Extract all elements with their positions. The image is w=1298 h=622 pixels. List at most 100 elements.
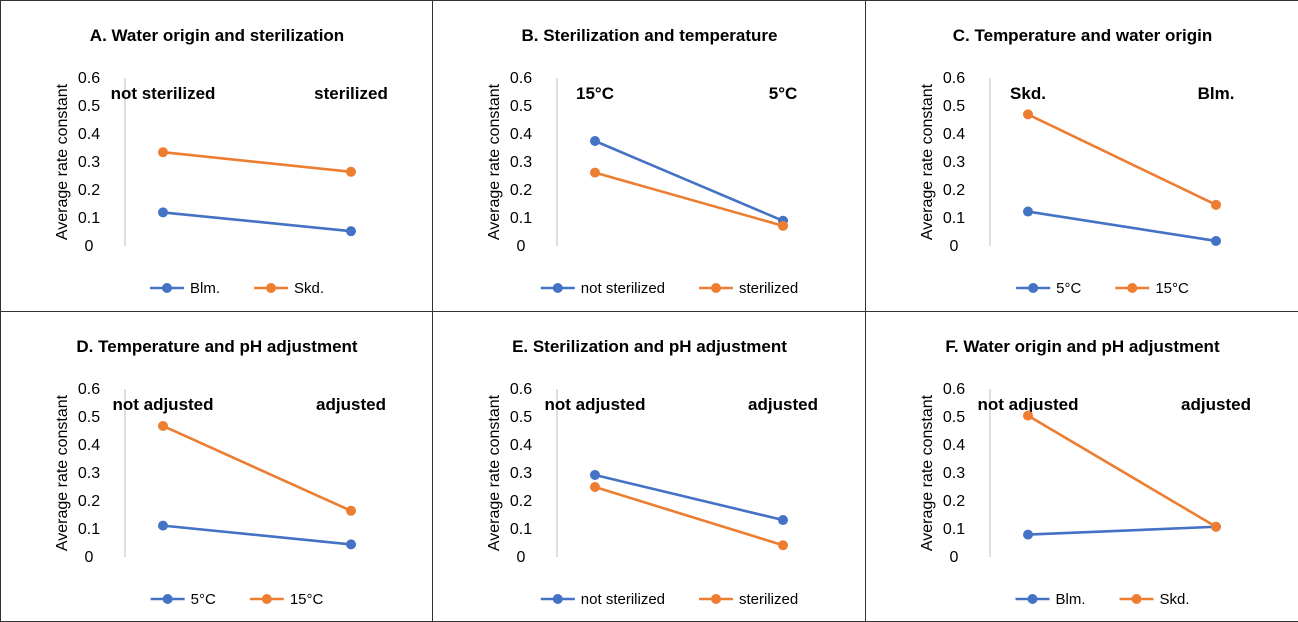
series-line	[594, 473, 784, 522]
y-tick-label: 0.2	[943, 182, 965, 199]
y-tick-label: 0.2	[78, 493, 100, 510]
data-point	[1023, 206, 1033, 217]
y-tick-label: 0.5	[943, 98, 965, 115]
y-axis-label: Average rate constant	[54, 83, 71, 240]
legend-label: Blm.	[1055, 591, 1085, 608]
y-tick-label: 0.4	[510, 126, 532, 143]
y-tick-label: 0.6	[78, 70, 100, 87]
y-axis-label: Average rate constant	[919, 394, 936, 551]
y-tick-label: 0.5	[78, 98, 100, 115]
data-point	[590, 469, 600, 480]
legend-label: Skd.	[1159, 591, 1189, 608]
category-label: adjusted	[1181, 395, 1251, 414]
category-label: not sterilized	[111, 84, 216, 103]
data-point	[158, 207, 168, 218]
legend: not sterilized sterilized	[540, 591, 798, 608]
data-point	[1023, 410, 1033, 421]
category-label: adjusted	[748, 395, 818, 414]
y-tick-label: 0	[950, 238, 959, 255]
series-line	[1027, 113, 1217, 207]
legend-swatch-marker	[552, 594, 563, 604]
y-tick-label: 0.1	[510, 521, 532, 538]
legend: 5°C 15°C	[150, 591, 324, 608]
chart-title: D. Temperature and pH adjustment	[76, 337, 358, 356]
data-point	[1023, 529, 1033, 540]
y-tick-label: 0.5	[510, 98, 532, 115]
y-tick-label: 0.4	[510, 437, 532, 454]
y-tick-label: 0.3	[943, 154, 965, 171]
y-tick-label: 0.3	[78, 154, 100, 171]
legend-label: Blm.	[190, 280, 220, 297]
data-point	[158, 520, 168, 531]
y-tick-label: 0.6	[510, 70, 532, 87]
legend-label: sterilized	[739, 591, 798, 608]
legend-swatch-marker	[711, 594, 722, 604]
legend: 5°C 15°C	[1016, 280, 1189, 297]
y-tick-label: 0	[517, 238, 526, 255]
legend: Blm. Skd.	[1015, 591, 1190, 608]
y-tick-label: 0.4	[78, 437, 100, 454]
y-tick-label: 0.5	[943, 409, 965, 426]
category-label: 5°C	[769, 84, 798, 103]
y-tick-label: 0.3	[510, 154, 532, 171]
series-line	[1027, 414, 1217, 528]
series-line	[594, 171, 784, 228]
y-tick-label: 0.1	[943, 210, 965, 227]
legend-swatch-marker	[162, 594, 173, 604]
chart-title: F. Water origin and pH adjustment	[945, 337, 1220, 356]
panel-a: A. Water origin and sterilization Average…	[0, 0, 433, 312]
panel-d: D. Temperature and pH adjustment Average …	[0, 311, 433, 622]
series-line	[162, 524, 352, 546]
y-tick-label: 0.1	[510, 210, 532, 227]
series-line	[162, 424, 352, 512]
y-axis-label: Average rate constant	[486, 83, 503, 240]
panel-f: F. Water origin and pH adjustment Average…	[865, 311, 1298, 622]
y-tick-label: 0.6	[943, 70, 965, 87]
legend-swatch-marker	[1127, 283, 1138, 293]
y-tick-label: 0.2	[510, 182, 532, 199]
y-tick-label: 0.2	[78, 182, 100, 199]
y-tick-label: 0.4	[943, 437, 965, 454]
y-tick-label: 0.5	[78, 409, 100, 426]
y-tick-label: 0.1	[943, 521, 965, 538]
legend-swatch-marker	[265, 283, 276, 293]
chart-svg: E. Sterilization and pH adjustment Averag…	[486, 337, 818, 608]
data-point	[590, 167, 600, 178]
data-point	[1211, 199, 1221, 210]
legend-label: 5°C	[1056, 280, 1081, 297]
chart-svg: C. Temperature and water origin Average r…	[919, 26, 1235, 297]
panel-b: B. Sterilization and temperature Average …	[432, 0, 866, 312]
category-label: not adjusted	[112, 395, 213, 414]
y-tick-label: 0.3	[943, 465, 965, 482]
y-tick-label: 0	[517, 549, 526, 566]
legend-swatch-marker	[1131, 594, 1142, 604]
series-line	[1027, 525, 1217, 536]
data-point	[590, 482, 600, 492]
y-axis-label: Average rate constant	[486, 394, 503, 551]
legend-label: not sterilized	[581, 591, 665, 608]
y-axis-label: Average rate constant	[919, 83, 936, 240]
data-point	[346, 505, 356, 516]
y-tick-label: 0.4	[78, 126, 100, 143]
legend-label: not sterilized	[581, 280, 665, 297]
data-point	[1023, 109, 1033, 120]
panel-e: E. Sterilization and pH adjustment Averag…	[432, 311, 866, 622]
y-tick-label: 0.6	[943, 381, 965, 398]
category-label: sterilized	[314, 84, 388, 103]
legend-label: 15°C	[290, 591, 324, 608]
y-tick-label: 0.3	[78, 465, 100, 482]
y-tick-label: 0.5	[510, 409, 532, 426]
legend-swatch-marker	[261, 594, 272, 604]
series-line	[594, 485, 784, 547]
y-tick-label: 0.6	[510, 381, 532, 398]
panel-c: C. Temperature and water origin Average r…	[865, 0, 1298, 312]
y-tick-label: 0.1	[78, 521, 100, 538]
legend: Blm. Skd.	[149, 280, 324, 297]
category-label: not adjusted	[544, 395, 645, 414]
y-tick-label: 0.3	[510, 465, 532, 482]
chart-title: B. Sterilization and temperature	[522, 26, 778, 45]
y-tick-label: 0	[85, 238, 94, 255]
data-point	[1211, 521, 1221, 532]
category-label: Blm.	[1198, 84, 1235, 103]
